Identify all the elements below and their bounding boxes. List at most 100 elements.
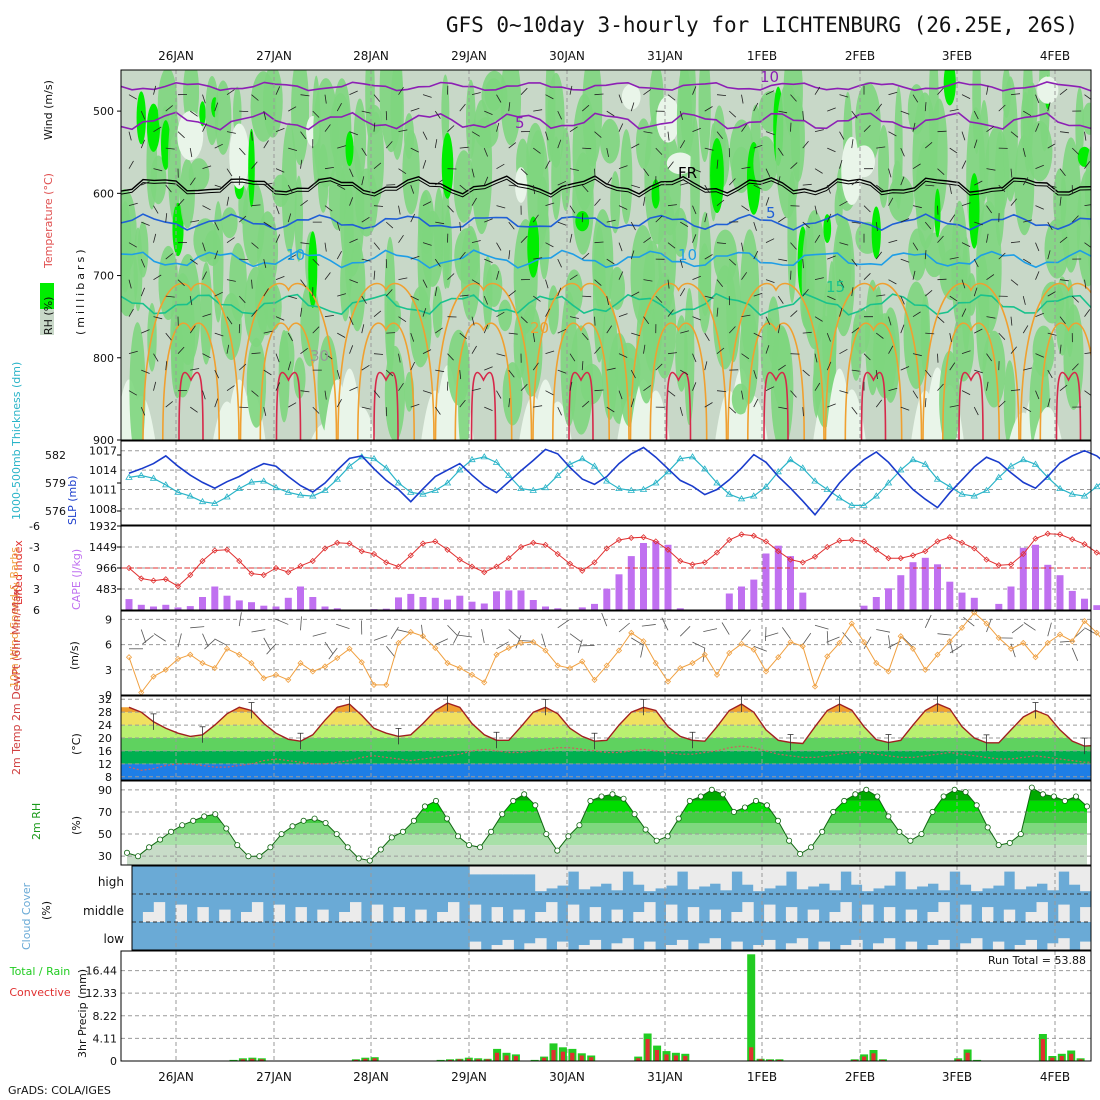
rh-point: [466, 842, 473, 849]
cloud-bar-low: [611, 943, 623, 950]
thickness-point: [921, 460, 929, 467]
wind-point: [628, 629, 635, 636]
cloud-bar-middle: [1058, 904, 1070, 922]
cloud-frame: [131, 865, 1092, 951]
cloud-bar-middle: [1036, 902, 1048, 922]
wind-barb: [373, 635, 388, 641]
thickness-point: [517, 484, 525, 491]
cloud-bar-high: [742, 866, 754, 885]
wind-point: [860, 639, 868, 646]
thickness-point: [872, 492, 880, 499]
wind-barb: [902, 637, 914, 648]
wind-barb: [390, 626, 399, 640]
wind-tick: 3: [105, 664, 112, 677]
precip-total-bar: [973, 1059, 982, 1061]
li-point: [922, 548, 929, 555]
cape-bar: [799, 592, 807, 610]
cape-bar: [750, 579, 758, 610]
cloud-bar-middle: [546, 902, 558, 922]
upper-ylabel-units: (millibars): [74, 247, 87, 336]
cape-bar: [921, 557, 929, 610]
wind-point: [187, 651, 194, 658]
li-point: [150, 577, 157, 584]
li-point: [1020, 550, 1027, 558]
precip-total-bar: [229, 1059, 238, 1061]
thickness-point: [554, 471, 562, 478]
rh-point: [918, 831, 925, 838]
rh-point: [686, 797, 693, 804]
pressure-tick: 900: [93, 434, 114, 447]
thickness-point: [296, 491, 305, 498]
rh-point: [366, 857, 373, 864]
thickness-point: [725, 490, 733, 497]
wind-barb: [937, 633, 952, 636]
wind-point: [848, 620, 855, 627]
cloud-bar-middle: [491, 907, 503, 922]
precip-conv-bar: [683, 1056, 688, 1061]
cloud-bar-low: [535, 938, 547, 950]
cloud-bar-middle: [785, 907, 798, 922]
cloud-bar-high: [666, 866, 678, 886]
precip-conv-bar: [664, 1054, 669, 1061]
cloud-bar-high: [720, 866, 732, 891]
chart-title: GFS 0~10day 3-hourly for LICHTENBURG (26…: [446, 13, 1078, 37]
wind-point: [958, 624, 966, 631]
precip-conv-bar: [250, 1058, 255, 1061]
cloud-bar-high: [905, 866, 918, 890]
rh-point: [234, 842, 241, 849]
wind-barb: [202, 633, 209, 647]
cloud-bar-high: [992, 866, 1005, 886]
rh-point: [134, 853, 141, 860]
wind-barb: [876, 629, 891, 633]
cape-tick: 966: [96, 562, 117, 575]
wind-panel: 9 6 3 0 10m Wind Speed & Barbs (m/s): [8, 547, 1100, 702]
cloud-bar-high: [873, 866, 885, 889]
cloud-bar-high: [589, 866, 602, 887]
wind-barb: [508, 629, 520, 640]
li-point: [1093, 549, 1100, 556]
temp-frame: [120, 695, 1092, 781]
cape-bar: [248, 602, 255, 610]
wind-point: [285, 676, 292, 683]
cape-bar: [1056, 575, 1064, 610]
temp-tick: 16: [98, 745, 112, 758]
li-point: [468, 563, 476, 570]
rh-point: [631, 811, 638, 818]
thickness-point: [529, 486, 537, 493]
rh-tick: 70: [98, 806, 112, 819]
cape-bar: [885, 588, 892, 610]
cloud-ylabel: Cloud Cover: [20, 882, 33, 950]
wind-barb: [826, 636, 840, 643]
cape-bar: [664, 544, 672, 610]
cloud-bar-low: [1080, 941, 1092, 950]
precip-conv-bar: [466, 1058, 471, 1061]
wind-barb: [312, 632, 327, 637]
wind-point: [836, 639, 843, 646]
cloud-bar-middle: [251, 902, 264, 922]
rh-point: [598, 793, 605, 800]
precip-conv-bar: [862, 1056, 867, 1061]
thickness-point: [309, 492, 317, 499]
wind-point: [762, 668, 770, 675]
cape-bar: [444, 599, 451, 610]
precip-conv-bar: [758, 1059, 763, 1061]
li-point: [1081, 541, 1088, 548]
wind-point: [873, 660, 880, 667]
precip-conv-bar: [494, 1052, 500, 1062]
rh-point: [885, 813, 892, 820]
wind-barb: [949, 639, 954, 654]
wind-point: [1044, 639, 1051, 646]
cape-ylabel-right: CAPE (J/kg): [70, 549, 83, 610]
cloud-bar-high: [709, 866, 721, 884]
wind-point: [1032, 654, 1039, 661]
cloud-bar-low: [524, 943, 536, 950]
wind-point: [407, 628, 414, 636]
cape-tick: 483: [96, 583, 117, 596]
cape-bar: [125, 599, 133, 610]
thickness-point: [284, 488, 292, 495]
thickness-point: [394, 479, 403, 486]
thickness-point: [456, 466, 464, 473]
precip-conv-bar: [965, 1052, 970, 1062]
wind-point: [334, 654, 341, 662]
